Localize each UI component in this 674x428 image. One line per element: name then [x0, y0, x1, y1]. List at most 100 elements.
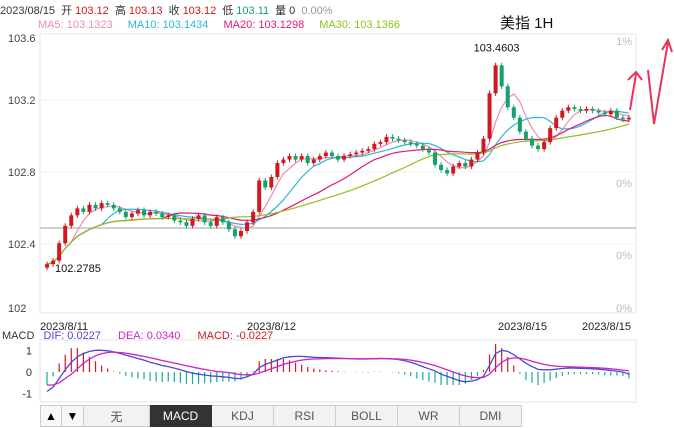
candle-body [81, 208, 86, 212]
candle-body [239, 231, 244, 237]
candle-body [275, 163, 280, 177]
macd-legend: MACD DIF: 0.0227 DEA: 0.0340 MACD: -0.02… [2, 330, 287, 342]
candle-body [190, 218, 195, 226]
tab-rsi[interactable]: RSI [274, 405, 336, 427]
candle-body [245, 222, 250, 232]
candle-body [620, 117, 625, 120]
macd-name: MACD [2, 330, 35, 342]
candle-body [566, 107, 571, 111]
high-label: 高 [114, 5, 126, 17]
tab-macd[interactable]: MACD [150, 405, 212, 427]
y-tick-label: 102.4 [8, 239, 36, 251]
candle-body [281, 159, 286, 164]
scroll-up-button[interactable]: ▲ [40, 405, 62, 427]
red-arrow-annotation [627, 70, 643, 111]
candle-body [572, 107, 577, 109]
dif-line [46, 349, 630, 393]
ma30-label: MA30: 103.1366 [319, 19, 401, 31]
candle-body [123, 211, 128, 218]
y-tick-label: 102.8 [8, 167, 36, 179]
dea-label: DEA: 0.0340 [118, 330, 181, 342]
candle-body [451, 166, 456, 174]
tab-none[interactable]: 无 [84, 405, 150, 427]
candle-body [336, 156, 340, 160]
macd-tick-label: 0 [26, 367, 32, 379]
quote-header: 2023/08/15 开 103.12 高 103.13 收 103.12 低 103.… [0, 2, 336, 18]
x-axis-label: 2023/8/15 [582, 321, 631, 333]
candle-body [105, 203, 110, 205]
candle-body [348, 154, 353, 157]
ma5-label: MA5: 103.1323 [38, 19, 113, 31]
candle-body [366, 149, 371, 151]
candle-body [487, 93, 492, 139]
candle-body [208, 222, 213, 226]
macd-plot-frame [39, 339, 637, 403]
tab-kdj[interactable]: KDJ [212, 405, 274, 427]
candle-body [75, 208, 80, 216]
x-axis-label: 2023/8/15 [498, 321, 547, 333]
close-label: 收 [168, 5, 180, 17]
right-axis-label: 0% [616, 250, 632, 262]
macd-tick-label: -1 [22, 389, 32, 401]
candle-body [481, 138, 486, 153]
ma5-line [46, 93, 630, 265]
candle-body [45, 264, 50, 268]
candle-body [396, 138, 401, 141]
macd-value-label: MACD: -0.0227 [197, 330, 274, 342]
candle-body [166, 215, 171, 218]
candle-body [414, 143, 419, 146]
candle-body [202, 215, 207, 223]
candle-body [457, 163, 462, 167]
volume-value: 0 [289, 5, 296, 17]
candle-body [257, 180, 262, 212]
candle-body [608, 110, 613, 115]
candle-body [196, 215, 201, 219]
candle-body [172, 215, 177, 221]
candle-body [87, 204, 92, 212]
candle-body [317, 156, 322, 160]
candle-body [469, 159, 474, 167]
tab-boll[interactable]: BOLL [336, 405, 398, 427]
candle-body [305, 156, 310, 164]
close-value: 103.12 [182, 5, 217, 17]
candle-body [354, 152, 359, 155]
candle-body [626, 117, 631, 120]
candle-body [390, 136, 395, 139]
candle-body [378, 142, 383, 144]
x-axis-label: 2023/8/12 [247, 321, 296, 333]
candle-body [432, 152, 437, 165]
ma20-label: MA20: 103.1298 [223, 19, 305, 31]
candle-body [426, 149, 431, 153]
high-value: 103.13 [128, 5, 163, 17]
candle-body [99, 203, 104, 209]
candle-body [548, 128, 553, 143]
candle-body [542, 142, 547, 150]
scroll-down-button[interactable]: ▼ [62, 405, 84, 427]
dea-line [47, 351, 630, 386]
candle-body [226, 222, 231, 230]
y-tick-label: 102 [8, 303, 26, 315]
candle-body [596, 110, 601, 113]
candle-body [142, 210, 147, 216]
candle-body [154, 211, 159, 214]
candle-body [287, 156, 292, 160]
candle-body [493, 65, 498, 94]
tab-dmi[interactable]: DMI [460, 405, 522, 427]
candle-body [614, 110, 619, 118]
candle-body [420, 145, 425, 150]
candle-body [560, 110, 565, 118]
candle-body [160, 213, 165, 218]
ma10-line [46, 110, 630, 265]
candle-body [529, 138, 534, 146]
candle-body [499, 65, 504, 87]
candle-body [517, 117, 522, 132]
candle-body [360, 150, 365, 153]
candle-body [263, 180, 268, 188]
candle-body [57, 243, 62, 261]
tab-wr[interactable]: WR [398, 405, 460, 427]
candle-body [578, 108, 583, 111]
y-tick-label: 103.2 [8, 95, 36, 107]
right-axis-label: 1% [616, 36, 632, 48]
candle-body [511, 107, 516, 118]
